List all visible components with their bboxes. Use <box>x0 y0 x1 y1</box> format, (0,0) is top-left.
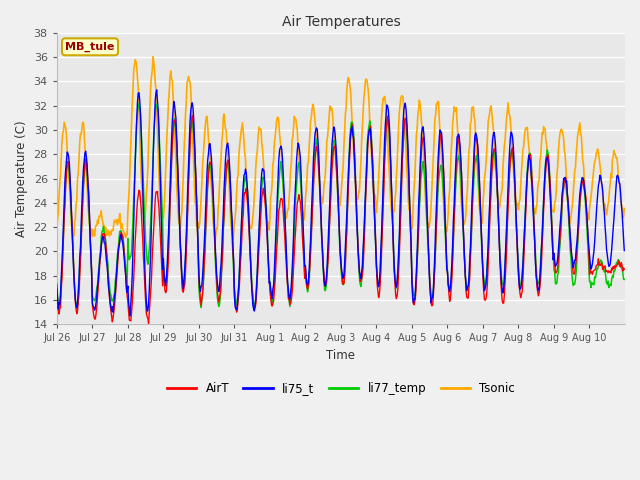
li75_t <box>433 204 440 209</box>
Tsonic <box>275 119 283 124</box>
li75_t <box>225 156 233 162</box>
li75_t <box>126 313 134 319</box>
Tsonic <box>401 120 408 126</box>
li77_temp <box>53 281 61 287</box>
Legend: AirT, li75_t, li77_temp, Tsonic: AirT, li75_t, li77_temp, Tsonic <box>162 377 520 400</box>
AirT <box>145 321 152 326</box>
li75_t <box>620 248 628 253</box>
Line: li75_t: li75_t <box>57 90 624 316</box>
li75_t <box>401 103 408 109</box>
Tsonic <box>53 225 61 231</box>
AirT <box>188 113 196 119</box>
li77_temp <box>225 171 233 177</box>
AirT <box>225 163 233 168</box>
AirT <box>620 266 628 272</box>
Tsonic <box>120 228 127 234</box>
li75_t <box>275 157 283 163</box>
Tsonic <box>149 54 157 60</box>
Text: MB_tule: MB_tule <box>65 42 115 52</box>
Line: li77_temp: li77_temp <box>57 104 624 310</box>
li75_t <box>120 246 127 252</box>
Title: Air Temperatures: Air Temperatures <box>282 15 400 29</box>
li77_temp <box>135 101 143 107</box>
AirT <box>433 223 440 229</box>
AirT <box>120 240 127 245</box>
li77_temp <box>55 307 63 312</box>
li77_temp <box>120 247 128 252</box>
li77_temp <box>620 276 628 282</box>
Tsonic <box>620 206 628 212</box>
AirT <box>401 118 408 123</box>
li75_t <box>153 87 161 93</box>
AirT <box>253 276 261 282</box>
li75_t <box>253 267 261 273</box>
Y-axis label: Air Temperature (C): Air Temperature (C) <box>15 120 28 237</box>
X-axis label: Time: Time <box>326 349 355 362</box>
Line: Tsonic: Tsonic <box>57 57 624 240</box>
AirT <box>275 207 283 213</box>
Line: AirT: AirT <box>57 116 624 324</box>
AirT <box>53 282 61 288</box>
Tsonic <box>211 237 219 243</box>
Tsonic <box>433 101 440 107</box>
li77_temp <box>401 121 408 127</box>
li75_t <box>53 286 61 292</box>
li77_temp <box>433 224 440 230</box>
li77_temp <box>253 270 261 276</box>
Tsonic <box>225 181 233 187</box>
li77_temp <box>275 182 283 188</box>
Tsonic <box>253 148 261 154</box>
